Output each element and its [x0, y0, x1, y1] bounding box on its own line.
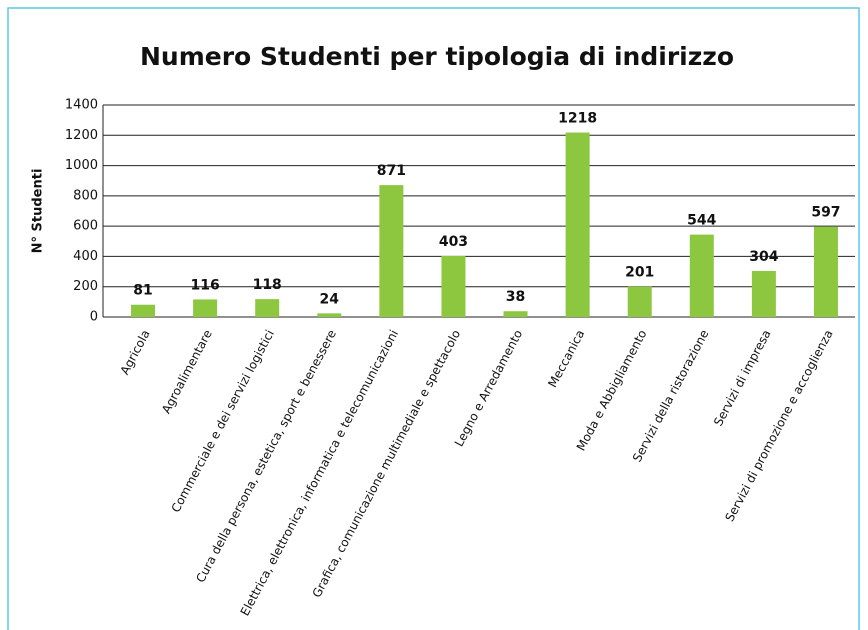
bar: [627, 286, 652, 317]
x-tick-label: Servizi di impresa: [711, 327, 774, 428]
data-label: 116: [191, 277, 220, 293]
y-tick-label: 1000: [65, 158, 98, 173]
bar: [565, 132, 590, 317]
data-label: 403: [439, 234, 468, 250]
data-label: 544: [687, 213, 716, 229]
bar: [441, 255, 466, 317]
data-label: 304: [749, 249, 778, 265]
x-tick-label: Moda e Abbigliamento: [574, 327, 650, 453]
x-tick-label: Servizi di promozione e accoglienza: [722, 327, 835, 523]
data-label: 201: [625, 265, 654, 281]
bar: [193, 299, 218, 317]
x-tick-label: Commerciale e dei servizi logistici: [169, 327, 277, 514]
bar: [255, 299, 280, 317]
data-label: 81: [133, 283, 152, 299]
y-tick-label: 1200: [65, 128, 98, 143]
data-label: 24: [320, 291, 340, 307]
data-label: 38: [506, 289, 525, 305]
frame: [7, 7, 860, 630]
bar: [751, 270, 776, 317]
data-label: 118: [253, 277, 282, 293]
data-label: 597: [811, 205, 840, 221]
x-tick-label: Grafica, comunicazione multimediale e sp…: [310, 327, 464, 599]
bar: [689, 234, 714, 317]
bar: [813, 226, 838, 317]
bar: [131, 304, 156, 317]
x-tick-label: Legno e Arredamento: [452, 327, 525, 448]
x-tick-label: Agricola: [118, 327, 153, 377]
data-label: 871: [377, 163, 406, 179]
y-tick-label: 0: [90, 310, 98, 325]
x-tick-label: Servizi della ristorazione: [630, 327, 712, 464]
x-tick-label: Cura della persona, estetica, sport e be…: [193, 327, 339, 584]
chart-title: Numero Studenti per tipologia di indiriz…: [140, 42, 734, 71]
x-tick-label: Meccanica: [545, 327, 587, 389]
data-label: 1218: [558, 111, 597, 127]
y-tick-label: 1400: [65, 98, 98, 113]
y-tick-label: 400: [73, 249, 98, 264]
bar: [317, 313, 342, 317]
y-tick-label: 800: [73, 188, 98, 203]
y-tick-label: 200: [73, 279, 98, 294]
bar: [379, 185, 404, 317]
y-tick-label: 600: [73, 219, 98, 234]
x-tick-label: Agroalimentare: [159, 327, 215, 415]
y-axis-label: N° Studenti: [31, 169, 46, 254]
bar: [503, 311, 528, 317]
